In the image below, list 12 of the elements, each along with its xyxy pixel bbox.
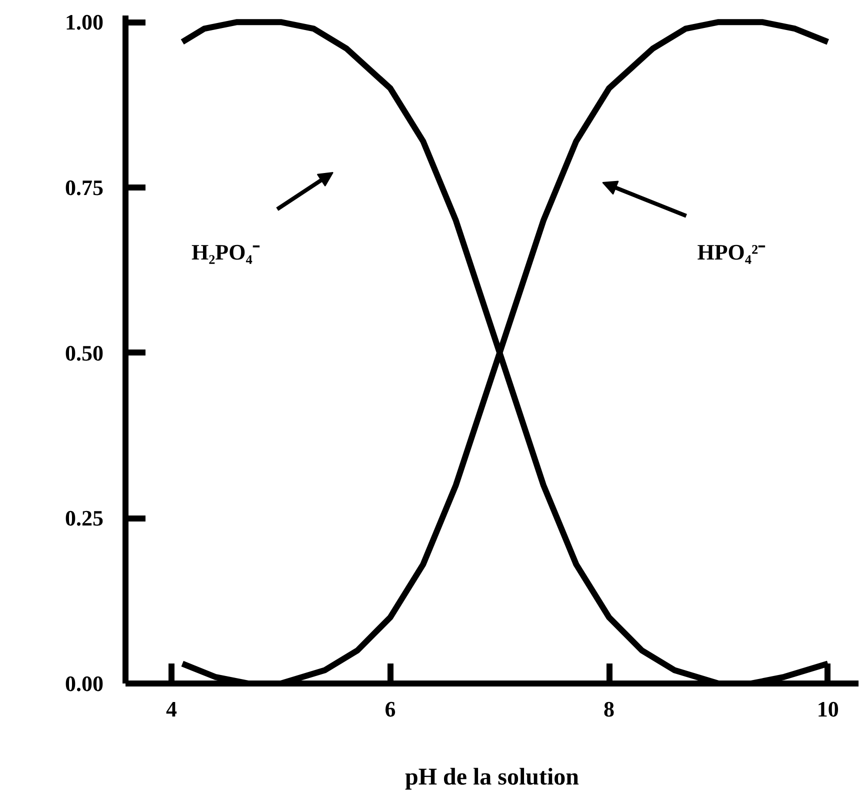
y-tick-label: 0.25	[65, 506, 104, 531]
y-tick-label: 0.00	[65, 671, 104, 696]
y-tick-label: 0.75	[65, 174, 104, 200]
x-axis-title: pH de la solution	[404, 764, 580, 790]
x-tick-label: 8	[604, 696, 615, 722]
x-tick-label: 10	[816, 696, 839, 722]
y-tick-label: 0.50	[65, 340, 104, 366]
x-tick-label: 6	[384, 696, 396, 722]
annotation: H₂PO₄⁻	[191, 239, 260, 264]
y-tick-label: 1.00	[65, 10, 104, 35]
annotation: HPO₄²⁻	[697, 239, 766, 264]
x-tick-label: 4	[166, 696, 177, 722]
